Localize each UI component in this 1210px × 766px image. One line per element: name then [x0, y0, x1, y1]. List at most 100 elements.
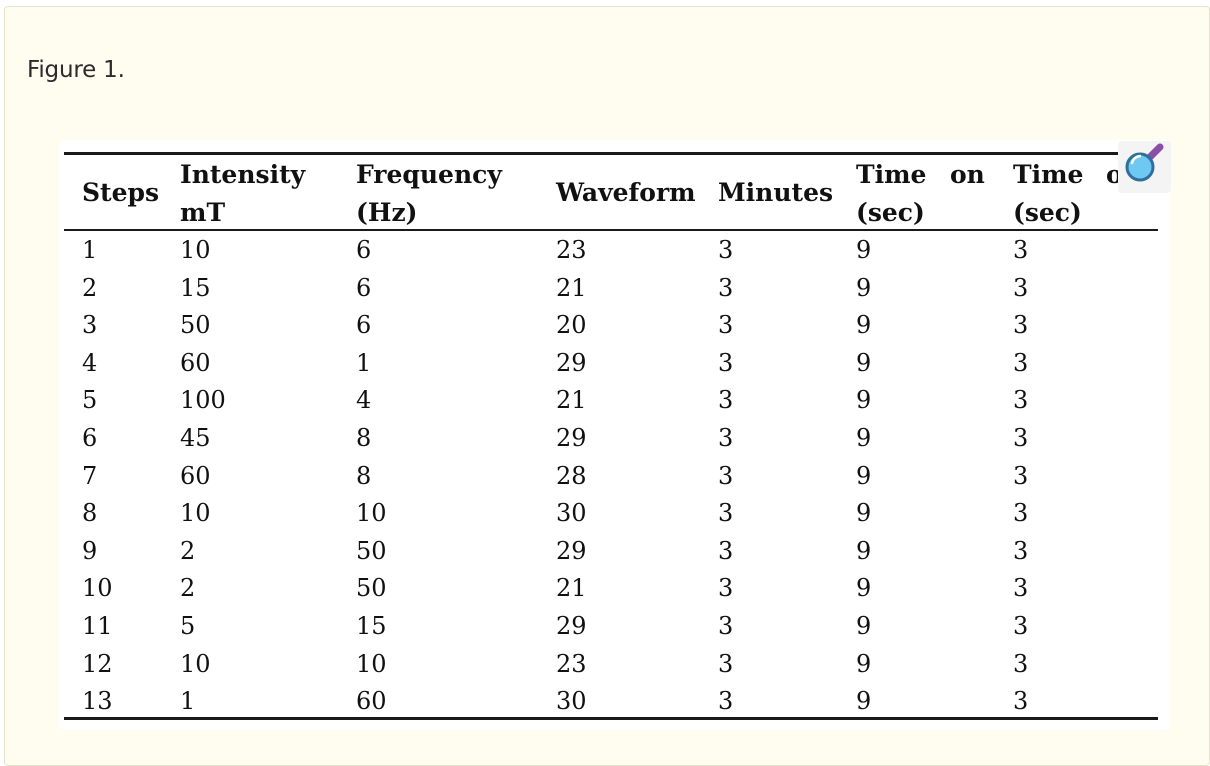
header-steps: Steps	[82, 178, 160, 207]
cell-minutes: 3	[718, 574, 734, 603]
header-time-on-word: on	[950, 160, 985, 189]
cell-time-off: 3	[1013, 461, 1029, 490]
cell-time-on: 9	[856, 612, 872, 640]
cell-time-off: 3	[1013, 612, 1029, 640]
cell-step: 7	[82, 461, 98, 490]
cell-minutes: 3	[718, 236, 734, 264]
cell-frequency: 60	[356, 687, 387, 716]
cell-time-off: 3	[1013, 386, 1029, 415]
table-row: 5 100 4 21 3 9 3	[0, 388, 1210, 426]
cell-step: 12	[82, 649, 113, 678]
cell-waveform: 29	[556, 424, 587, 452]
cell-step: 11	[82, 612, 113, 640]
cell-frequency: 8	[356, 424, 372, 452]
cell-step: 10	[82, 574, 113, 603]
cell-waveform: 23	[556, 236, 587, 264]
header-minutes: Minutes	[718, 178, 834, 207]
cell-time-on: 9	[856, 536, 872, 565]
cell-time-off: 3	[1013, 687, 1029, 716]
table-row: 8 10 10 30 3 9 3	[0, 501, 1210, 539]
header-time-on-unit: (sec)	[856, 198, 925, 227]
cell-time-off: 3	[1013, 536, 1029, 565]
cell-intensity: 1	[180, 687, 196, 716]
cell-time-on: 9	[856, 273, 872, 302]
cell-step: 3	[82, 311, 98, 340]
cell-step: 13	[82, 687, 113, 716]
cell-waveform: 29	[556, 536, 587, 565]
cell-time-on: 9	[856, 499, 872, 528]
cell-waveform: 20	[556, 311, 587, 340]
cell-frequency: 10	[356, 649, 387, 678]
cell-step: 9	[82, 536, 98, 565]
header-time-off-unit: (sec)	[1013, 198, 1082, 227]
cell-waveform: 23	[556, 649, 587, 678]
cell-time-off: 3	[1013, 311, 1029, 340]
cell-minutes: 3	[718, 687, 734, 716]
cell-frequency: 6	[356, 311, 372, 340]
cell-waveform: 30	[556, 687, 587, 716]
cell-step: 2	[82, 273, 98, 302]
cell-waveform: 30	[556, 499, 587, 528]
cell-waveform: 29	[556, 612, 587, 640]
cell-minutes: 3	[718, 424, 734, 452]
table-bottom-rule	[64, 717, 1158, 720]
cell-time-on: 9	[856, 348, 872, 377]
cell-frequency: 1	[356, 348, 372, 377]
table-row: 1 10 6 23 3 9 3	[0, 238, 1210, 276]
cell-frequency: 8	[356, 461, 372, 490]
zoom-button[interactable]	[1118, 141, 1171, 193]
cell-minutes: 3	[718, 649, 734, 678]
cell-time-on: 9	[856, 574, 872, 603]
cell-step: 8	[82, 499, 98, 528]
table-top-rule	[64, 152, 1158, 155]
cell-time-off: 3	[1013, 649, 1029, 678]
cell-intensity: 50	[180, 311, 211, 340]
cell-intensity: 10	[180, 236, 211, 264]
cell-intensity: 5	[180, 612, 196, 640]
cell-intensity: 45	[180, 424, 211, 452]
header-waveform: Waveform	[556, 178, 696, 207]
cell-time-on: 9	[856, 386, 872, 415]
figure-image[interactable]	[59, 140, 1170, 730]
header-intensity-unit: mT	[180, 198, 226, 227]
cell-waveform: 29	[556, 348, 587, 377]
cell-step: 6	[82, 424, 98, 452]
cell-waveform: 21	[556, 273, 587, 302]
table-row: 13 1 60 30 3 9 3	[0, 689, 1210, 727]
cell-time-off: 3	[1013, 499, 1029, 528]
cell-intensity: 2	[180, 574, 196, 603]
header-frequency: Frequency	[356, 160, 502, 189]
table-row: 7 60 8 28 3 9 3	[0, 464, 1210, 502]
cell-minutes: 3	[718, 612, 734, 640]
cell-minutes: 3	[718, 461, 734, 490]
table-row: 2 15 6 21 3 9 3	[0, 276, 1210, 314]
cell-time-off: 3	[1013, 424, 1029, 452]
table-row: 6 45 8 29 3 9 3	[0, 426, 1210, 464]
cell-waveform: 28	[556, 461, 587, 490]
cell-intensity: 60	[180, 461, 211, 490]
cell-intensity: 10	[180, 499, 211, 528]
header-time-on: Time	[856, 160, 927, 189]
cell-intensity: 10	[180, 649, 211, 678]
table-row: 3 50 6 20 3 9 3	[0, 313, 1210, 351]
cell-time-off: 3	[1013, 236, 1029, 264]
cell-frequency: 4	[356, 386, 372, 415]
cell-time-on: 9	[856, 461, 872, 490]
cell-time-on: 9	[856, 687, 872, 716]
figure-caption: Figure 1.	[27, 57, 125, 83]
magnifier-zoom-icon	[1125, 143, 1164, 182]
cell-time-on: 9	[856, 649, 872, 678]
cell-frequency: 15	[356, 612, 387, 640]
cell-time-off: 3	[1013, 574, 1029, 603]
table-row: 10 2 50 21 3 9 3	[0, 576, 1210, 614]
cell-minutes: 3	[718, 273, 734, 302]
cell-minutes: 3	[718, 311, 734, 340]
cell-time-off: 3	[1013, 348, 1029, 377]
table-row: 9 2 50 29 3 9 3	[0, 539, 1210, 577]
cell-frequency: 50	[356, 574, 387, 603]
cell-intensity: 2	[180, 536, 196, 565]
cell-time-on: 9	[856, 236, 872, 264]
cell-time-on: 9	[856, 311, 872, 340]
cell-step: 5	[82, 386, 98, 415]
